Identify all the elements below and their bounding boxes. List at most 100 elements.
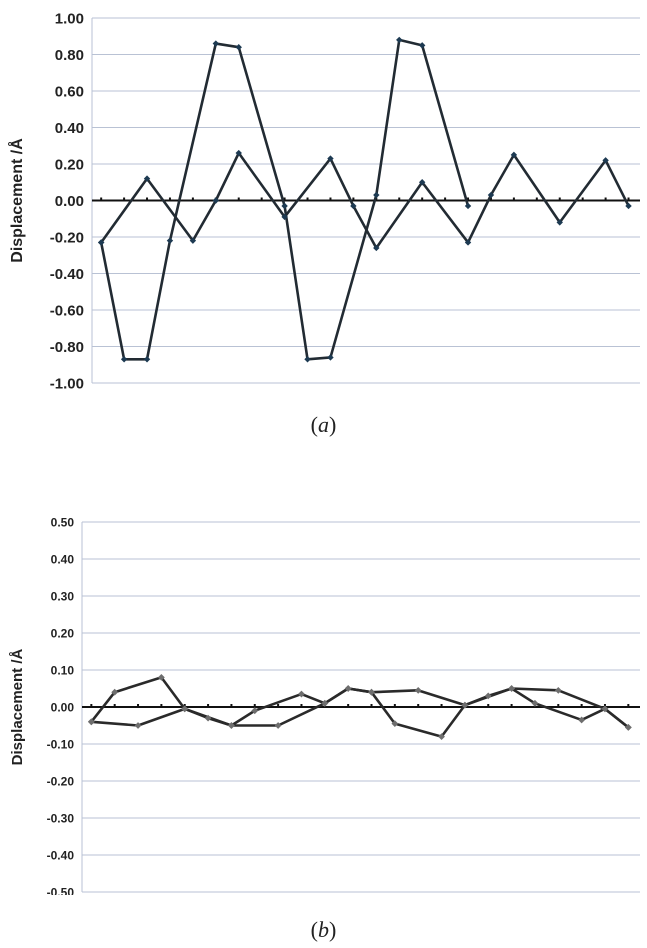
y-axis-label: Displacement /Å xyxy=(9,648,26,765)
zero-axis-dot xyxy=(604,197,607,200)
data-point xyxy=(418,42,426,49)
data-point xyxy=(327,155,334,162)
data-point xyxy=(251,707,259,715)
data-point xyxy=(204,714,212,722)
data-point xyxy=(235,44,242,51)
data-point xyxy=(601,705,609,713)
zero-axis-dot xyxy=(627,197,630,200)
zero-axis-dot xyxy=(90,704,93,706)
zero-axis-dot xyxy=(421,197,424,200)
zero-axis-dot xyxy=(277,704,280,706)
y-tick-label: 0.40 xyxy=(51,552,75,566)
data-point xyxy=(531,699,539,707)
data-point xyxy=(298,690,305,698)
caption-a-letter: a xyxy=(318,412,329,437)
data-point xyxy=(602,157,609,164)
data-point xyxy=(578,716,586,724)
caption-b: (b) xyxy=(310,917,337,942)
data-point xyxy=(464,202,472,210)
data-point xyxy=(321,699,329,707)
data-point xyxy=(143,356,151,363)
series-line-2 xyxy=(91,687,630,729)
data-point xyxy=(556,219,563,226)
zero-axis-dot xyxy=(489,197,492,200)
data-point xyxy=(134,722,142,729)
data-point xyxy=(344,685,352,692)
zero-axis-dot xyxy=(183,704,186,706)
zero-axis-dot xyxy=(146,197,149,200)
data-point xyxy=(111,688,119,696)
data-point xyxy=(212,197,220,204)
data-point xyxy=(368,688,375,696)
data-point xyxy=(373,191,380,199)
y-tick-label: -0.80 xyxy=(50,339,84,356)
data-point xyxy=(508,685,515,692)
series-line-2 xyxy=(100,151,630,250)
y-tick-label: -0.10 xyxy=(47,737,75,751)
data-point xyxy=(487,191,495,199)
y-tick-label: 1.00 xyxy=(55,10,84,27)
zero-axis-dot xyxy=(440,704,443,706)
zero-axis-dot xyxy=(253,704,256,706)
zero-axis-dot xyxy=(557,704,560,706)
zero-axis-dot xyxy=(444,197,447,200)
data-point xyxy=(464,239,472,246)
zero-axis-dot xyxy=(207,704,210,706)
y-tick-label: -0.50 xyxy=(47,885,75,895)
zero-axis-dot xyxy=(352,197,355,200)
zero-axis-dot xyxy=(329,197,332,200)
zero-axis-dot xyxy=(123,197,126,200)
y-tick-label: 0.30 xyxy=(51,589,75,603)
data-point xyxy=(97,239,105,246)
data-point xyxy=(166,237,174,244)
y-tick-label: 0.40 xyxy=(55,120,84,137)
zero-axis-dot xyxy=(580,704,583,706)
y-tick-label: 0.60 xyxy=(55,83,84,100)
data-point xyxy=(461,701,469,709)
y-tick-label: -0.60 xyxy=(50,302,84,319)
data-point xyxy=(87,718,95,726)
zero-axis-dot xyxy=(160,704,163,706)
data-point xyxy=(396,36,403,44)
data-point xyxy=(235,149,242,157)
data-point xyxy=(274,722,282,729)
data-point xyxy=(189,237,197,244)
data-point xyxy=(350,202,357,210)
y-tick-label: -0.20 xyxy=(50,229,84,246)
zero-axis-dot xyxy=(300,704,303,706)
caption-b-letter: b xyxy=(318,917,329,942)
data-point xyxy=(228,722,235,729)
zero-axis-dot xyxy=(370,704,373,706)
chart-b-svg: 0.50 0.40 0.30 0.20 0.10 0.00 -0.10 -0.20 -0.30 -… xyxy=(9,515,640,899)
zero-axis-dot xyxy=(283,197,286,200)
data-point xyxy=(414,686,422,694)
zero-axis-dot xyxy=(467,197,470,200)
zero-axis-dot xyxy=(237,197,240,200)
y-tick-label: 0.00 xyxy=(55,193,84,210)
y-tick-label: 0.10 xyxy=(51,663,75,677)
data-point xyxy=(625,202,632,210)
data-point xyxy=(510,151,518,159)
zero-axis-dot xyxy=(260,197,263,200)
zero-axis-dot xyxy=(627,704,630,706)
zero-axis-dot xyxy=(230,704,233,706)
data-point xyxy=(281,202,288,210)
zero-axis-dot xyxy=(168,197,171,200)
chart-a: 1.00 0.80 0.60 0.40 0.20 0.00 -0.20 -0.40 -0.60 -… xyxy=(0,0,647,392)
zero-axis-dot xyxy=(306,197,309,200)
zero-axis-dot xyxy=(393,704,396,706)
zero-axis-dot xyxy=(603,704,606,706)
y-tick-label: -0.30 xyxy=(47,811,75,825)
data-point xyxy=(120,356,128,363)
data-point xyxy=(418,179,426,186)
y-tick-label: -1.00 xyxy=(50,375,84,390)
y-tick-label: -0.40 xyxy=(50,266,84,283)
y-tick-label: 0.00 xyxy=(51,700,75,714)
data-point xyxy=(143,175,151,182)
data-point xyxy=(157,674,165,681)
chart-a-svg: 1.00 0.80 0.60 0.40 0.20 0.00 -0.20 -0.40 -0.60 -… xyxy=(7,10,640,392)
zero-axis-dot xyxy=(535,197,538,200)
zero-axis-dot xyxy=(487,704,490,706)
zero-axis-dot xyxy=(581,197,584,200)
y-axis-label: Displacement /Å xyxy=(7,138,26,263)
